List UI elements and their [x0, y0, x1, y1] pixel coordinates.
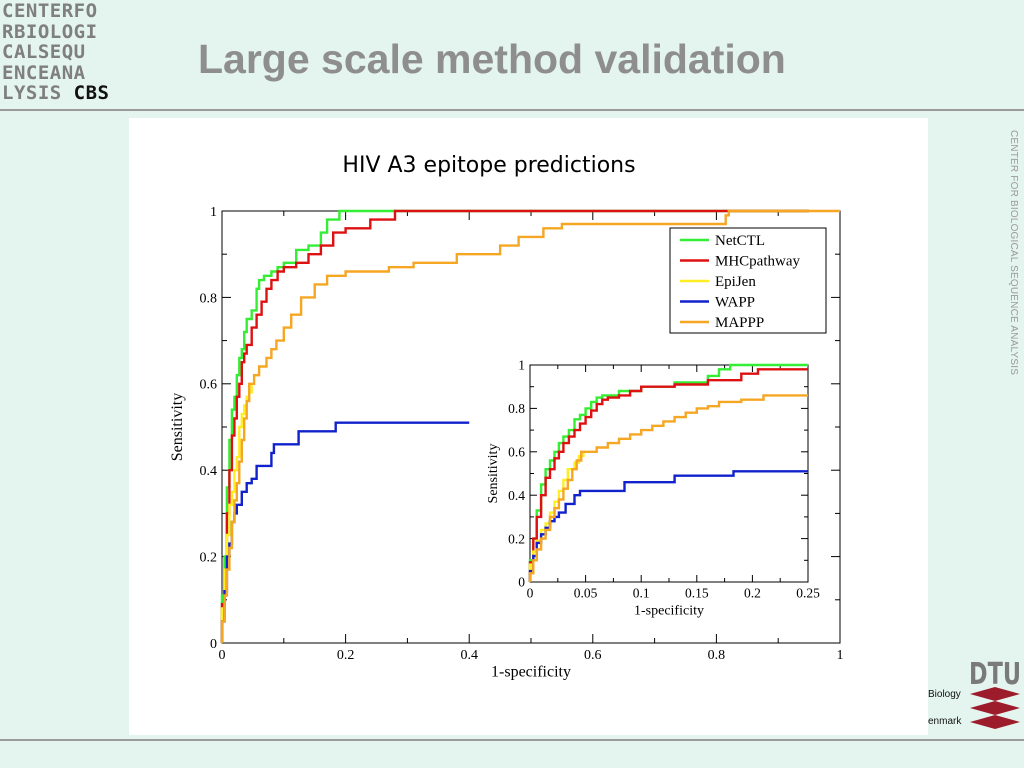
x-tick-label: 0.25 — [796, 586, 820, 601]
x-tick-label: 0.8 — [708, 648, 726, 663]
y-tick-label: 0 — [210, 637, 217, 652]
y-tick-label: 1 — [210, 205, 217, 220]
cbs-logo: CENTERFO RBIOLOGI CALSEQU ENCEANA LYSIS … — [2, 1, 109, 104]
x-tick-label: 0 — [219, 648, 226, 663]
dtu-chevron — [970, 687, 1020, 701]
side-caption: CENTER FOR BIOLOGICAL SEQUENCE ANALYSIS — [1008, 130, 1019, 376]
series-line-mappp — [220, 209, 840, 643]
footer-rule — [0, 739, 1024, 741]
logo-row: CALSEQU — [2, 41, 86, 63]
inset-plot: 0 0.05 0.1 0.15 0.2 0.25 0 0.2 0.4 0.6 0.8 1 1-speci… — [486, 358, 820, 619]
legend-label-mappp: MAPPP — [715, 315, 764, 331]
series-line-mhcpathway — [528, 368, 808, 582]
roc-chart: HIV A3 epitope predictions 0 0.2 0.4 0.6 0.8… — [169, 153, 844, 681]
x-tick-label: 0.2 — [744, 586, 761, 601]
series-line-mhcpathway — [220, 209, 810, 643]
x-tick-label: 0.15 — [685, 586, 709, 601]
x-axis-label: 1-specificity — [491, 664, 571, 681]
y-tick-label: 0.2 — [508, 531, 525, 546]
y-tick-label: 0.4 — [200, 464, 218, 479]
legend-label-epijen: EpiJen — [715, 274, 756, 290]
slide-title: Large scale method validation — [198, 36, 786, 82]
dtu-chevrons — [970, 687, 1020, 729]
logo-row: LYSIS — [2, 82, 74, 104]
y-axis-label: Sensitivity — [169, 393, 186, 461]
logo-cbs: CBS — [73, 82, 110, 104]
dtu-chevron — [970, 701, 1020, 715]
y-tick-label: 1 — [518, 358, 525, 373]
header-rule — [0, 109, 1024, 111]
x-tick-label: 0.6 — [584, 648, 602, 663]
y-axis-label: Sensitivity — [486, 444, 501, 504]
x-tick-label: 0.05 — [574, 586, 598, 601]
y-tick-label: 0.6 — [200, 378, 218, 393]
logo-row: ENCEANA — [2, 61, 86, 84]
footer-text-fragment: enmark — [928, 716, 962, 727]
x-tick-label: 1 — [837, 648, 844, 663]
plot-frame — [529, 364, 809, 583]
dtu-wordmark: DTU — [969, 657, 1021, 692]
series-line-mappp — [528, 394, 808, 582]
dtu-chevron — [970, 715, 1020, 729]
y-tick-label: 0.2 — [200, 551, 218, 566]
legend-label-netctl: NetCTL — [715, 233, 765, 249]
x-tick-label: 0 — [527, 586, 534, 601]
dtu-logo: DTU — [969, 657, 1021, 729]
y-tick-label: 0.8 — [200, 291, 218, 306]
y-tick-label: 0 — [518, 575, 525, 590]
logo-row: CENTERFO — [2, 0, 98, 22]
series-line-wapp — [220, 421, 470, 643]
x-axis-label: 1-specificity — [634, 603, 704, 618]
legend: NetCTL MHCpathway EpiJen WAPP MAPPP — [669, 227, 827, 334]
legend-label-mhcpathway: MHCpathway — [715, 254, 800, 270]
footer-text-fragment: Biology — [928, 689, 961, 700]
x-tick-label: 0.1 — [633, 586, 650, 601]
logo-row: RBIOLOGI — [2, 20, 98, 43]
x-tick-label: 0.2 — [337, 648, 355, 663]
legend-label-wapp: WAPP — [715, 295, 755, 311]
x-tick-label: 0.4 — [460, 648, 478, 663]
y-tick-label: 0.6 — [508, 445, 525, 460]
y-tick-label: 0.4 — [508, 488, 525, 503]
series-line-wapp — [528, 470, 808, 582]
chart-title: HIV A3 epitope predictions — [342, 153, 635, 178]
y-tick-label: 0.8 — [508, 401, 525, 416]
logo-row-last: LYSIS CBS — [2, 83, 109, 104]
chart-panel: HIV A3 epitope predictions 0 0.2 0.4 0.6 0.8… — [129, 118, 928, 735]
